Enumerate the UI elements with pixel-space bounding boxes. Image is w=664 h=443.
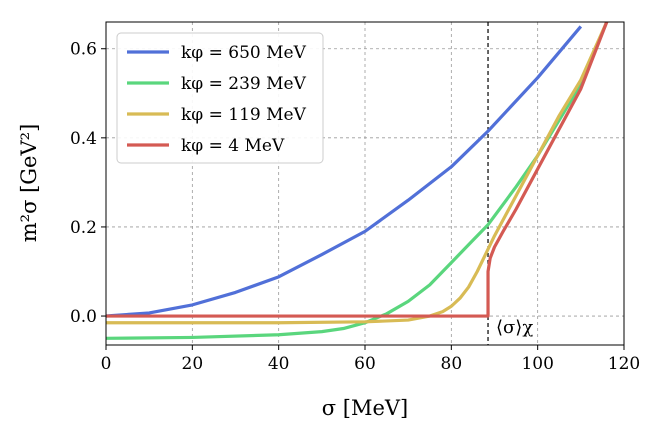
x-tick-label: 120 <box>608 354 640 374</box>
x-tick-label: 0 <box>101 354 112 374</box>
series-line-0 <box>106 25 583 318</box>
x-axis-label: σ [MeV] <box>322 396 409 420</box>
legend-label-2: kφ = 119 MeV <box>181 105 307 125</box>
vline-annotation: ⟨σ⟩χ <box>496 317 533 338</box>
series-line-2 <box>106 22 609 325</box>
y-tick-label: 0.6 <box>70 40 97 60</box>
legend-box <box>116 32 324 164</box>
x-tick-label: 100 <box>521 354 553 374</box>
y-tick-label: 0.0 <box>70 307 97 327</box>
y-tick-label: 0.2 <box>70 218 97 238</box>
legend: kφ = 650 MeV kφ = 239 MeV kφ = 119 MeV kφ =… <box>116 32 324 164</box>
legend-label-1: kφ = 239 MeV <box>181 74 307 94</box>
series-group <box>106 22 609 340</box>
x-tick-label: 80 <box>441 354 463 374</box>
ticks: 0 20 40 60 80 100 120 0.0 0.2 0.4 0.6 <box>70 40 640 374</box>
series-line-3 <box>106 22 609 318</box>
legend-label-3: kφ = 4 MeV <box>181 136 285 156</box>
y-tick-label: 0.4 <box>70 129 97 149</box>
x-tick-label: 60 <box>354 354 376 374</box>
y-axis-label: m²σ [GeV²] <box>17 124 41 243</box>
legend-label-0: kφ = 650 MeV <box>181 43 307 63</box>
x-tick-label: 20 <box>182 354 204 374</box>
x-tick-label: 40 <box>268 354 290 374</box>
